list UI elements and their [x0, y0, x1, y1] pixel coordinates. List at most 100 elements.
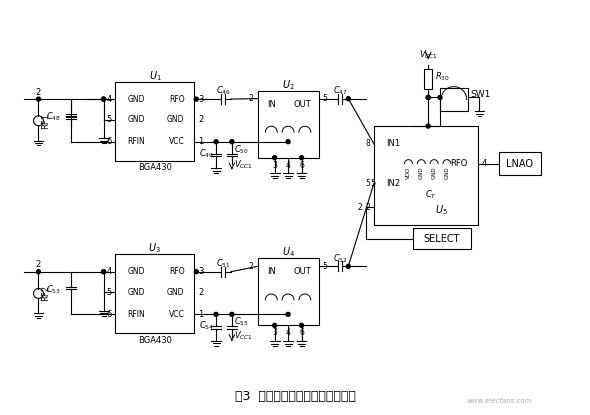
Bar: [499, 152, 540, 176]
Text: $V_{CC1}$: $V_{CC1}$: [234, 158, 253, 171]
Text: 4: 4: [286, 328, 290, 337]
Text: $C_T$: $C_T$: [425, 189, 437, 201]
Text: 2: 2: [36, 260, 41, 269]
Text: RFO: RFO: [169, 95, 185, 104]
Text: 2: 2: [249, 262, 254, 271]
Text: 2: 2: [365, 203, 370, 212]
Circle shape: [426, 95, 430, 100]
Text: RFO: RFO: [450, 159, 468, 168]
Text: GND: GND: [127, 288, 145, 297]
Bar: [424, 69, 432, 89]
Text: IN1: IN1: [386, 139, 400, 149]
Circle shape: [346, 264, 350, 269]
Text: 8: 8: [365, 139, 370, 149]
Bar: [414, 228, 471, 249]
Circle shape: [101, 97, 106, 101]
Text: 3: 3: [272, 328, 277, 337]
Text: 2: 2: [198, 288, 204, 297]
Bar: [374, 126, 477, 225]
Circle shape: [101, 97, 106, 101]
Text: RF1: RF1: [41, 113, 50, 129]
Text: $C_{55}$: $C_{55}$: [234, 316, 248, 329]
Circle shape: [214, 312, 218, 316]
Text: VCC: VCC: [169, 137, 185, 146]
Text: IN: IN: [267, 100, 276, 108]
Text: GND: GND: [419, 166, 424, 179]
Text: 5: 5: [365, 179, 370, 188]
Circle shape: [37, 270, 41, 274]
Text: $C_{47}$: $C_{47}$: [333, 85, 348, 97]
Text: 6: 6: [106, 310, 112, 319]
Text: IN: IN: [267, 267, 276, 276]
Text: $U_3$: $U_3$: [149, 242, 161, 255]
Circle shape: [286, 140, 290, 144]
Text: 5: 5: [106, 288, 112, 297]
Text: $C_{48}$: $C_{48}$: [46, 110, 61, 123]
Text: $U_4$: $U_4$: [281, 246, 294, 259]
Text: GND: GND: [167, 288, 185, 297]
Bar: [257, 258, 319, 325]
Text: $C_{52}$: $C_{52}$: [333, 252, 348, 265]
Text: 5: 5: [106, 115, 112, 124]
Text: $V_{CC1}$: $V_{CC1}$: [234, 330, 253, 342]
Circle shape: [214, 140, 218, 144]
Text: 3: 3: [198, 95, 204, 104]
Text: $U_1$: $U_1$: [149, 69, 161, 83]
Text: GND: GND: [127, 267, 145, 276]
Text: IN2: IN2: [386, 179, 400, 188]
Text: OUT: OUT: [293, 100, 311, 108]
Bar: [440, 88, 468, 111]
Circle shape: [426, 95, 430, 100]
Text: SW1: SW1: [471, 90, 491, 99]
Text: 2: 2: [36, 88, 41, 97]
Text: OUT: OUT: [293, 267, 311, 276]
Text: 6: 6: [299, 161, 304, 170]
Circle shape: [194, 97, 198, 101]
Text: 3: 3: [272, 161, 277, 170]
Text: 1: 1: [198, 137, 204, 146]
Circle shape: [230, 140, 234, 144]
Text: RFIN: RFIN: [127, 310, 145, 319]
Text: 2: 2: [249, 94, 254, 103]
Text: $R_{30}$: $R_{30}$: [435, 71, 450, 83]
Text: $C_{51}$: $C_{51}$: [215, 258, 230, 270]
Text: GND: GND: [167, 115, 185, 124]
Circle shape: [101, 270, 106, 274]
Text: BGA430: BGA430: [138, 336, 172, 345]
Bar: [116, 82, 194, 161]
Text: VDD: VDD: [406, 166, 411, 178]
Text: 3: 3: [198, 267, 204, 276]
Text: VCC: VCC: [169, 310, 185, 319]
Circle shape: [273, 323, 277, 327]
Text: 2: 2: [198, 115, 204, 124]
Text: $U_5$: $U_5$: [435, 203, 448, 217]
Text: 5: 5: [323, 94, 327, 103]
Circle shape: [194, 270, 198, 274]
Text: $V_{CC1}$: $V_{CC1}$: [419, 49, 438, 61]
Text: GND: GND: [127, 115, 145, 124]
Bar: [257, 90, 319, 158]
Text: $U_2$: $U_2$: [282, 78, 294, 92]
Text: 2: 2: [358, 203, 362, 212]
Text: GND: GND: [127, 95, 145, 104]
Text: GND: GND: [444, 166, 450, 179]
Text: 4: 4: [106, 267, 112, 276]
Circle shape: [300, 323, 303, 327]
Text: 4: 4: [481, 159, 487, 168]
Circle shape: [101, 270, 106, 274]
Text: 4: 4: [286, 161, 290, 170]
Circle shape: [286, 312, 290, 316]
Text: 1: 1: [198, 310, 204, 319]
Text: 5: 5: [370, 179, 375, 188]
Circle shape: [426, 124, 430, 128]
Circle shape: [346, 97, 350, 100]
Text: $C_{50}$: $C_{50}$: [234, 143, 249, 156]
Circle shape: [300, 156, 303, 160]
Text: $C_{54}$: $C_{54}$: [199, 320, 214, 332]
Text: RF2: RF2: [41, 286, 50, 301]
Circle shape: [230, 312, 234, 316]
Bar: [116, 254, 194, 333]
Text: 6: 6: [106, 137, 112, 146]
Text: GND: GND: [432, 166, 437, 179]
Text: RFIN: RFIN: [127, 137, 145, 146]
